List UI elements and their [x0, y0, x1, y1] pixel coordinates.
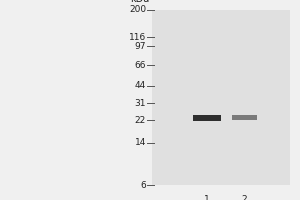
Text: kDa: kDa [130, 0, 149, 4]
Text: 22: 22 [135, 116, 146, 125]
Bar [152, 10, 290, 185]
Bar [194, 115, 221, 121]
Text: 116: 116 [129, 33, 146, 42]
Text: 200: 200 [129, 5, 146, 15]
Text: 31: 31 [134, 99, 146, 108]
Text: 14: 14 [135, 138, 146, 147]
Text: 6: 6 [140, 180, 146, 190]
Text: 44: 44 [135, 81, 146, 90]
Text: 2: 2 [242, 195, 247, 200]
Text: 66: 66 [134, 61, 146, 70]
Text: 97: 97 [134, 42, 146, 51]
Bar [232, 115, 257, 120]
Text: 1: 1 [204, 195, 210, 200]
